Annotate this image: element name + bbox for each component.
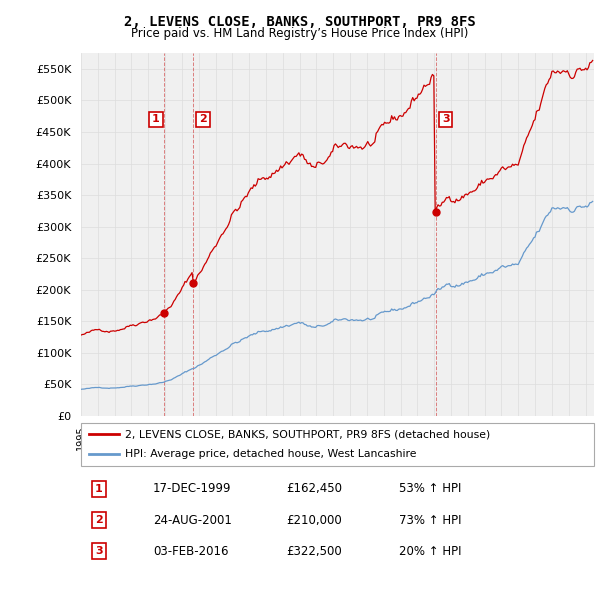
Text: 1: 1 [152,114,160,124]
Text: Price paid vs. HM Land Registry’s House Price Index (HPI): Price paid vs. HM Land Registry’s House … [131,27,469,40]
Text: £162,450: £162,450 [286,483,342,496]
Text: 53% ↑ HPI: 53% ↑ HPI [399,483,461,496]
Text: £322,500: £322,500 [286,545,342,558]
Text: 03-FEB-2016: 03-FEB-2016 [153,545,229,558]
Text: 3: 3 [95,546,103,556]
Text: 24-AUG-2001: 24-AUG-2001 [153,513,232,527]
Text: HPI: Average price, detached house, West Lancashire: HPI: Average price, detached house, West… [125,449,416,459]
Text: £210,000: £210,000 [286,513,342,527]
Text: 2: 2 [95,515,103,525]
Text: 73% ↑ HPI: 73% ↑ HPI [399,513,461,527]
Text: 2: 2 [199,114,207,124]
Text: 3: 3 [442,114,449,124]
Text: 17-DEC-1999: 17-DEC-1999 [153,483,232,496]
Text: 2, LEVENS CLOSE, BANKS, SOUTHPORT, PR9 8FS (detached house): 2, LEVENS CLOSE, BANKS, SOUTHPORT, PR9 8… [125,430,490,440]
Text: 20% ↑ HPI: 20% ↑ HPI [399,545,461,558]
Text: 2, LEVENS CLOSE, BANKS, SOUTHPORT, PR9 8FS: 2, LEVENS CLOSE, BANKS, SOUTHPORT, PR9 8… [124,15,476,29]
FancyBboxPatch shape [81,423,594,466]
Text: 1: 1 [95,484,103,494]
